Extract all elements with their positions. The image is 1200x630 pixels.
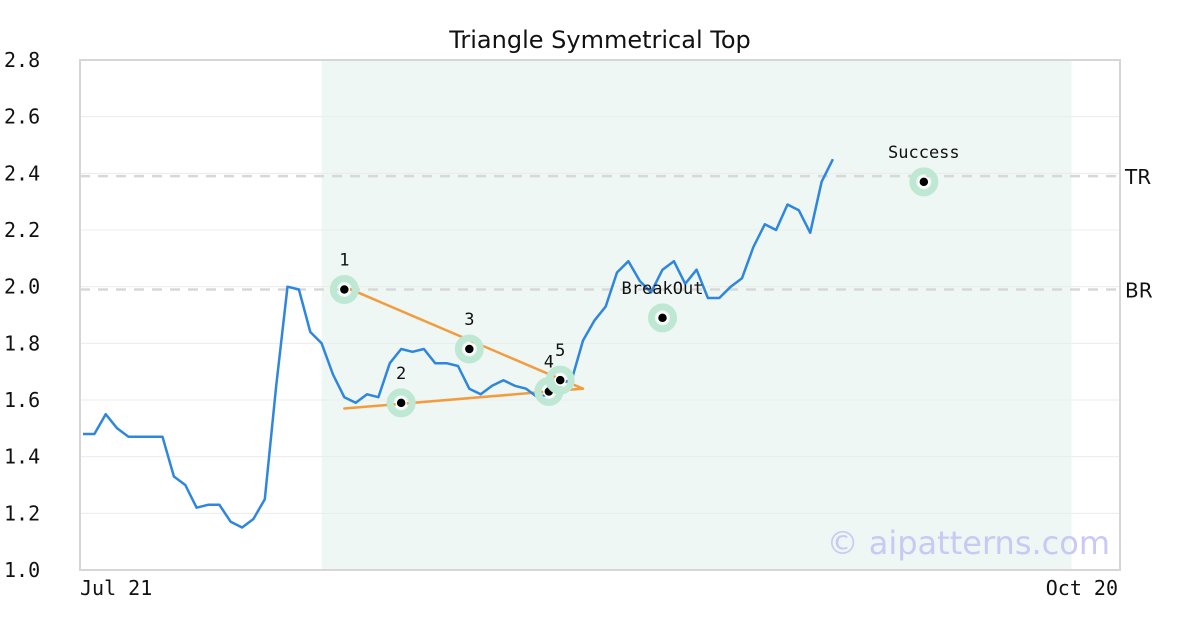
y-tick-label: 2.6: [4, 105, 40, 129]
point-label: BreakOut: [622, 279, 704, 299]
point-halo: [545, 365, 575, 395]
price-series: [83, 158, 835, 529]
pattern-point: 5: [545, 341, 575, 395]
point-label: 3: [464, 310, 474, 330]
pattern-point: 2: [386, 364, 416, 418]
point-halo: [909, 167, 939, 197]
pattern-point: BreakOut: [622, 279, 704, 333]
point-label: 1: [339, 251, 349, 271]
x-tick-label: Jul 21: [80, 576, 152, 600]
point-marker: [463, 343, 476, 355]
point-marker: [918, 176, 930, 188]
point-halo: [386, 388, 416, 418]
x-tick-label: Oct 20: [1046, 576, 1118, 600]
y-tick-label: 1.0: [4, 558, 40, 582]
pattern-point: 3: [454, 310, 484, 364]
point-halo: [329, 275, 359, 304]
gridlines: [80, 116, 1120, 514]
y-tick-label: 2.8: [4, 48, 40, 72]
highlight-region-group: [321, 60, 1072, 570]
y-tick-label: 2.4: [4, 161, 40, 185]
y-tick-label: 1.2: [4, 501, 40, 525]
point-marker: [338, 283, 351, 296]
level-label: BR: [1125, 279, 1153, 303]
chart-title: Triangle Symmetrical Top: [448, 26, 751, 54]
y-tick-label: 1.6: [4, 388, 40, 412]
point-halo: [454, 334, 484, 364]
y-tick-label: 1.8: [4, 331, 40, 355]
point-marker: [395, 397, 407, 409]
point-label: 5: [555, 341, 565, 361]
watermark: © aipatterns.com: [827, 524, 1110, 562]
point-marker: [554, 374, 566, 386]
pattern-point: 1: [329, 251, 359, 304]
y-tick-label: 1.4: [4, 445, 40, 469]
pattern-point: Success: [888, 143, 960, 197]
y-tick-label: 2.2: [4, 218, 40, 242]
y-axis-ticks: 1.0 1.2 1.4 1.6 1.8 2.0 2.2 2.4 2.6 2.8: [4, 48, 40, 582]
point-label: 2: [396, 364, 406, 384]
highlight-region: [321, 60, 1072, 570]
x-axis-ticks: Jul 21 Oct 20: [80, 576, 1118, 600]
y-tick-label: 2.0: [4, 275, 40, 299]
plot-frame: [79, 59, 1121, 571]
point-label: Success: [888, 143, 960, 163]
point-marker: [656, 312, 669, 324]
point-halo: [647, 303, 677, 333]
level-lines: TR BR: [80, 165, 1153, 303]
series-line: [83, 158, 835, 529]
level-label: TR: [1124, 165, 1151, 189]
point-label: 4: [544, 353, 554, 373]
pattern-points: 1 2 3 45 BreakOut Success: [329, 143, 960, 418]
